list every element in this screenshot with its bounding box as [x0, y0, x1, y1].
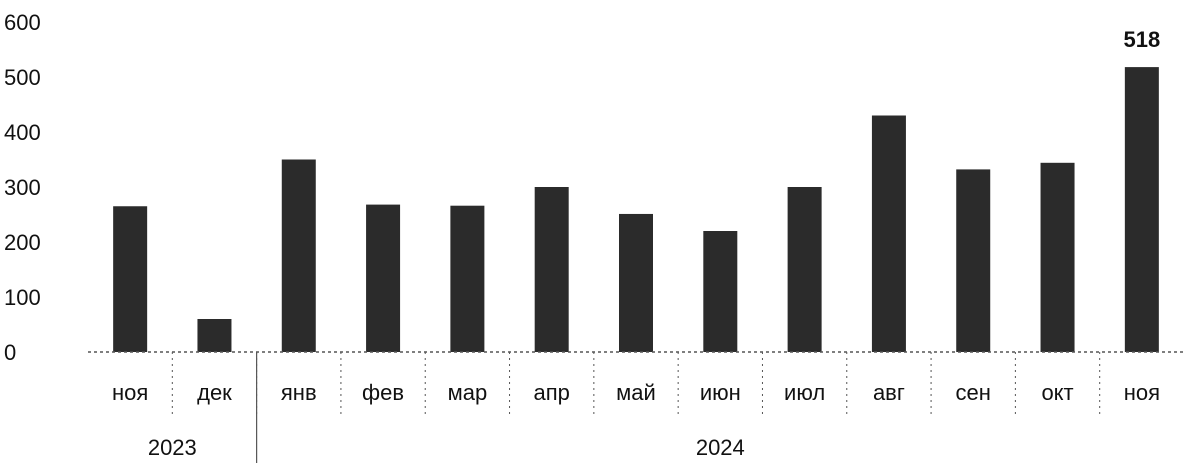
axes: [88, 351, 1184, 463]
bar-8: [787, 187, 822, 352]
x-category-label: янв: [281, 380, 317, 405]
y-tick-label: 200: [4, 230, 41, 255]
x-category-label: июн: [700, 380, 741, 405]
x-category-label: апр: [533, 380, 569, 405]
x-category-label: фев: [362, 380, 404, 405]
bar-1: [197, 319, 232, 352]
x-category-label: июл: [784, 380, 825, 405]
y-axis-ticks: 0 100 200 300 400 500 600: [4, 10, 41, 365]
x-axis-year-labels: 2023 2024: [148, 435, 745, 460]
bar-5: [534, 187, 569, 352]
bar-6: [619, 213, 653, 352]
bar-0: [113, 206, 148, 352]
bar-10: [956, 169, 991, 352]
bar-4: [450, 205, 485, 352]
x-category-label: дек: [197, 380, 232, 405]
x-category-label: ноя: [112, 380, 148, 405]
bar-11: [1040, 162, 1075, 352]
y-tick-label: 300: [4, 175, 41, 200]
x-category-label: авг: [873, 380, 905, 405]
y-tick-label: 0: [4, 340, 16, 365]
x-category-label: ноя: [1124, 380, 1160, 405]
y-tick-label: 400: [4, 120, 41, 145]
bar-12: [1124, 67, 1159, 352]
y-tick-label: 600: [4, 10, 41, 35]
y-tick-label: 500: [4, 65, 41, 90]
y-tick-label: 100: [4, 285, 41, 310]
bar-9: [871, 115, 906, 352]
x-category-label: сен: [956, 380, 991, 405]
bar-3: [366, 204, 401, 352]
bar-data-label: 518: [1123, 27, 1160, 52]
x-year-label: 2024: [696, 435, 745, 460]
x-axis-category-labels: ноя дек янв фев мар апр май июн июл авг сен окт ноя: [112, 380, 1160, 405]
bars: [113, 67, 1159, 352]
bar-2: [281, 159, 316, 352]
x-category-label: окт: [1041, 380, 1073, 405]
x-year-label: 2023: [148, 435, 197, 460]
data-labels: 518: [1123, 27, 1160, 52]
x-category-label: май: [616, 380, 656, 405]
bar-7: [703, 231, 738, 352]
x-category-label: мар: [448, 380, 488, 405]
